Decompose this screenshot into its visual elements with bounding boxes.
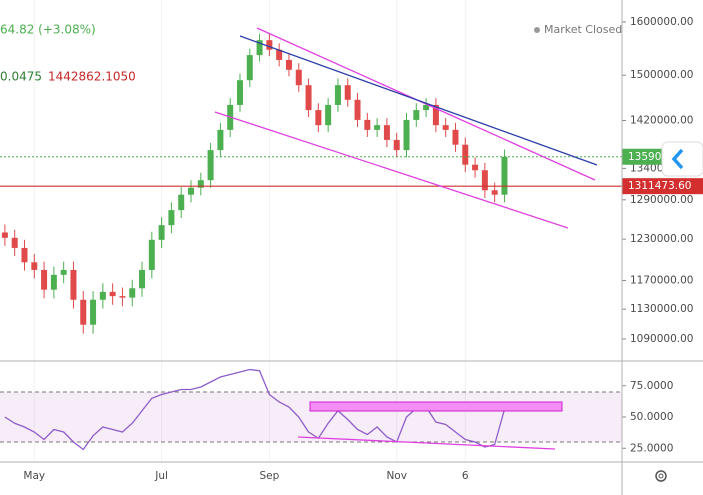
candle-body (374, 125, 381, 130)
candle-body (148, 239, 155, 270)
gear-center[interactable] (658, 473, 664, 479)
x-tick-label: 6 (462, 470, 469, 482)
trend-line (239, 35, 598, 166)
candle-body (60, 269, 67, 275)
chevron-icon[interactable] (671, 148, 684, 170)
x-tick-label: Nov (386, 470, 407, 482)
candle-body (295, 69, 302, 86)
x-tick-label: May (23, 470, 45, 482)
candle-body (305, 85, 312, 111)
candle-body (90, 299, 97, 325)
y-tick-label: 1420000.00 (630, 114, 693, 126)
candle-body (501, 156, 508, 195)
candle-body (80, 299, 87, 325)
candle-body (256, 40, 263, 56)
candle-body (119, 296, 126, 298)
rsi-band (0, 392, 622, 442)
candle-body (21, 247, 28, 263)
x-tick-label: Jul (154, 470, 168, 482)
candle-body (432, 104, 439, 126)
candle-body (403, 119, 410, 151)
candle-body (442, 125, 449, 130)
y-tick-label: 1230000.00 (630, 233, 693, 245)
y-tick-label: 1600000.00 (630, 16, 693, 28)
trend-line (214, 111, 569, 229)
ref-line-label: 1311473.60 (628, 180, 691, 192)
candle-body (413, 110, 420, 120)
y-tick-label: 75.0000 (630, 380, 673, 392)
candle-body (1, 232, 8, 238)
gear[interactable] (655, 470, 667, 482)
candle-body (207, 150, 214, 181)
candle-body (129, 288, 136, 298)
candle-body (354, 99, 361, 120)
candle-body (109, 291, 116, 297)
candle-body (158, 225, 165, 240)
candle-body (139, 269, 146, 289)
x-tick-label: Sep (259, 470, 279, 482)
trend-line (297, 436, 556, 450)
y-tick-label: 25.0000 (630, 442, 673, 454)
candle-body (178, 194, 185, 211)
y-tick-label: 1170000.00 (630, 274, 693, 286)
y-tick-label: 1090000.00 (630, 333, 693, 345)
y-tick-label: 1130000.00 (630, 303, 693, 315)
candle-body (452, 129, 459, 145)
candle-body (491, 190, 498, 195)
candle-body (236, 80, 243, 105)
current-price-label: 13590 (628, 151, 661, 163)
candle-body (266, 40, 273, 50)
candle-body (325, 104, 332, 126)
candle-body (276, 49, 283, 60)
candle-body (334, 85, 341, 105)
candle-body (168, 210, 175, 226)
candle-body (217, 129, 224, 151)
scroll-button[interactable] (661, 141, 703, 177)
candle-body (285, 59, 292, 70)
candle-body (188, 187, 195, 195)
candle-body (393, 139, 400, 151)
candle-body (383, 125, 390, 140)
candle-body (50, 274, 57, 290)
highlight-rect (309, 401, 563, 412)
change-text: 64.82 (+3.08%) (0, 23, 96, 37)
y-tick-label: 1290000.00 (630, 194, 693, 206)
candle-body (70, 269, 77, 300)
y-tick-label: 50.0000 (630, 411, 673, 423)
candle-body (246, 55, 253, 81)
y-tick-label: 1500000.00 (630, 69, 693, 81)
candle-body (344, 85, 351, 100)
candle-body (364, 119, 371, 130)
candle-body (462, 144, 469, 165)
indicator-text: 1442862.1050 (48, 70, 136, 84)
status-dot (534, 27, 540, 33)
indicator-text: 0.0475 (0, 70, 42, 84)
candle-body (99, 291, 106, 300)
candle-body (481, 170, 488, 191)
ref-line-box (622, 178, 703, 195)
candle-body (197, 180, 204, 188)
candle-body (41, 269, 48, 290)
candle-body (11, 237, 18, 248)
candle-body (472, 164, 479, 171)
candle-body (315, 110, 322, 126)
candle-body (31, 262, 38, 270)
trend-line (256, 27, 596, 181)
status-text: Market Closed (544, 23, 622, 36)
settings-icon[interactable] (655, 470, 667, 482)
candle-body (423, 104, 430, 111)
